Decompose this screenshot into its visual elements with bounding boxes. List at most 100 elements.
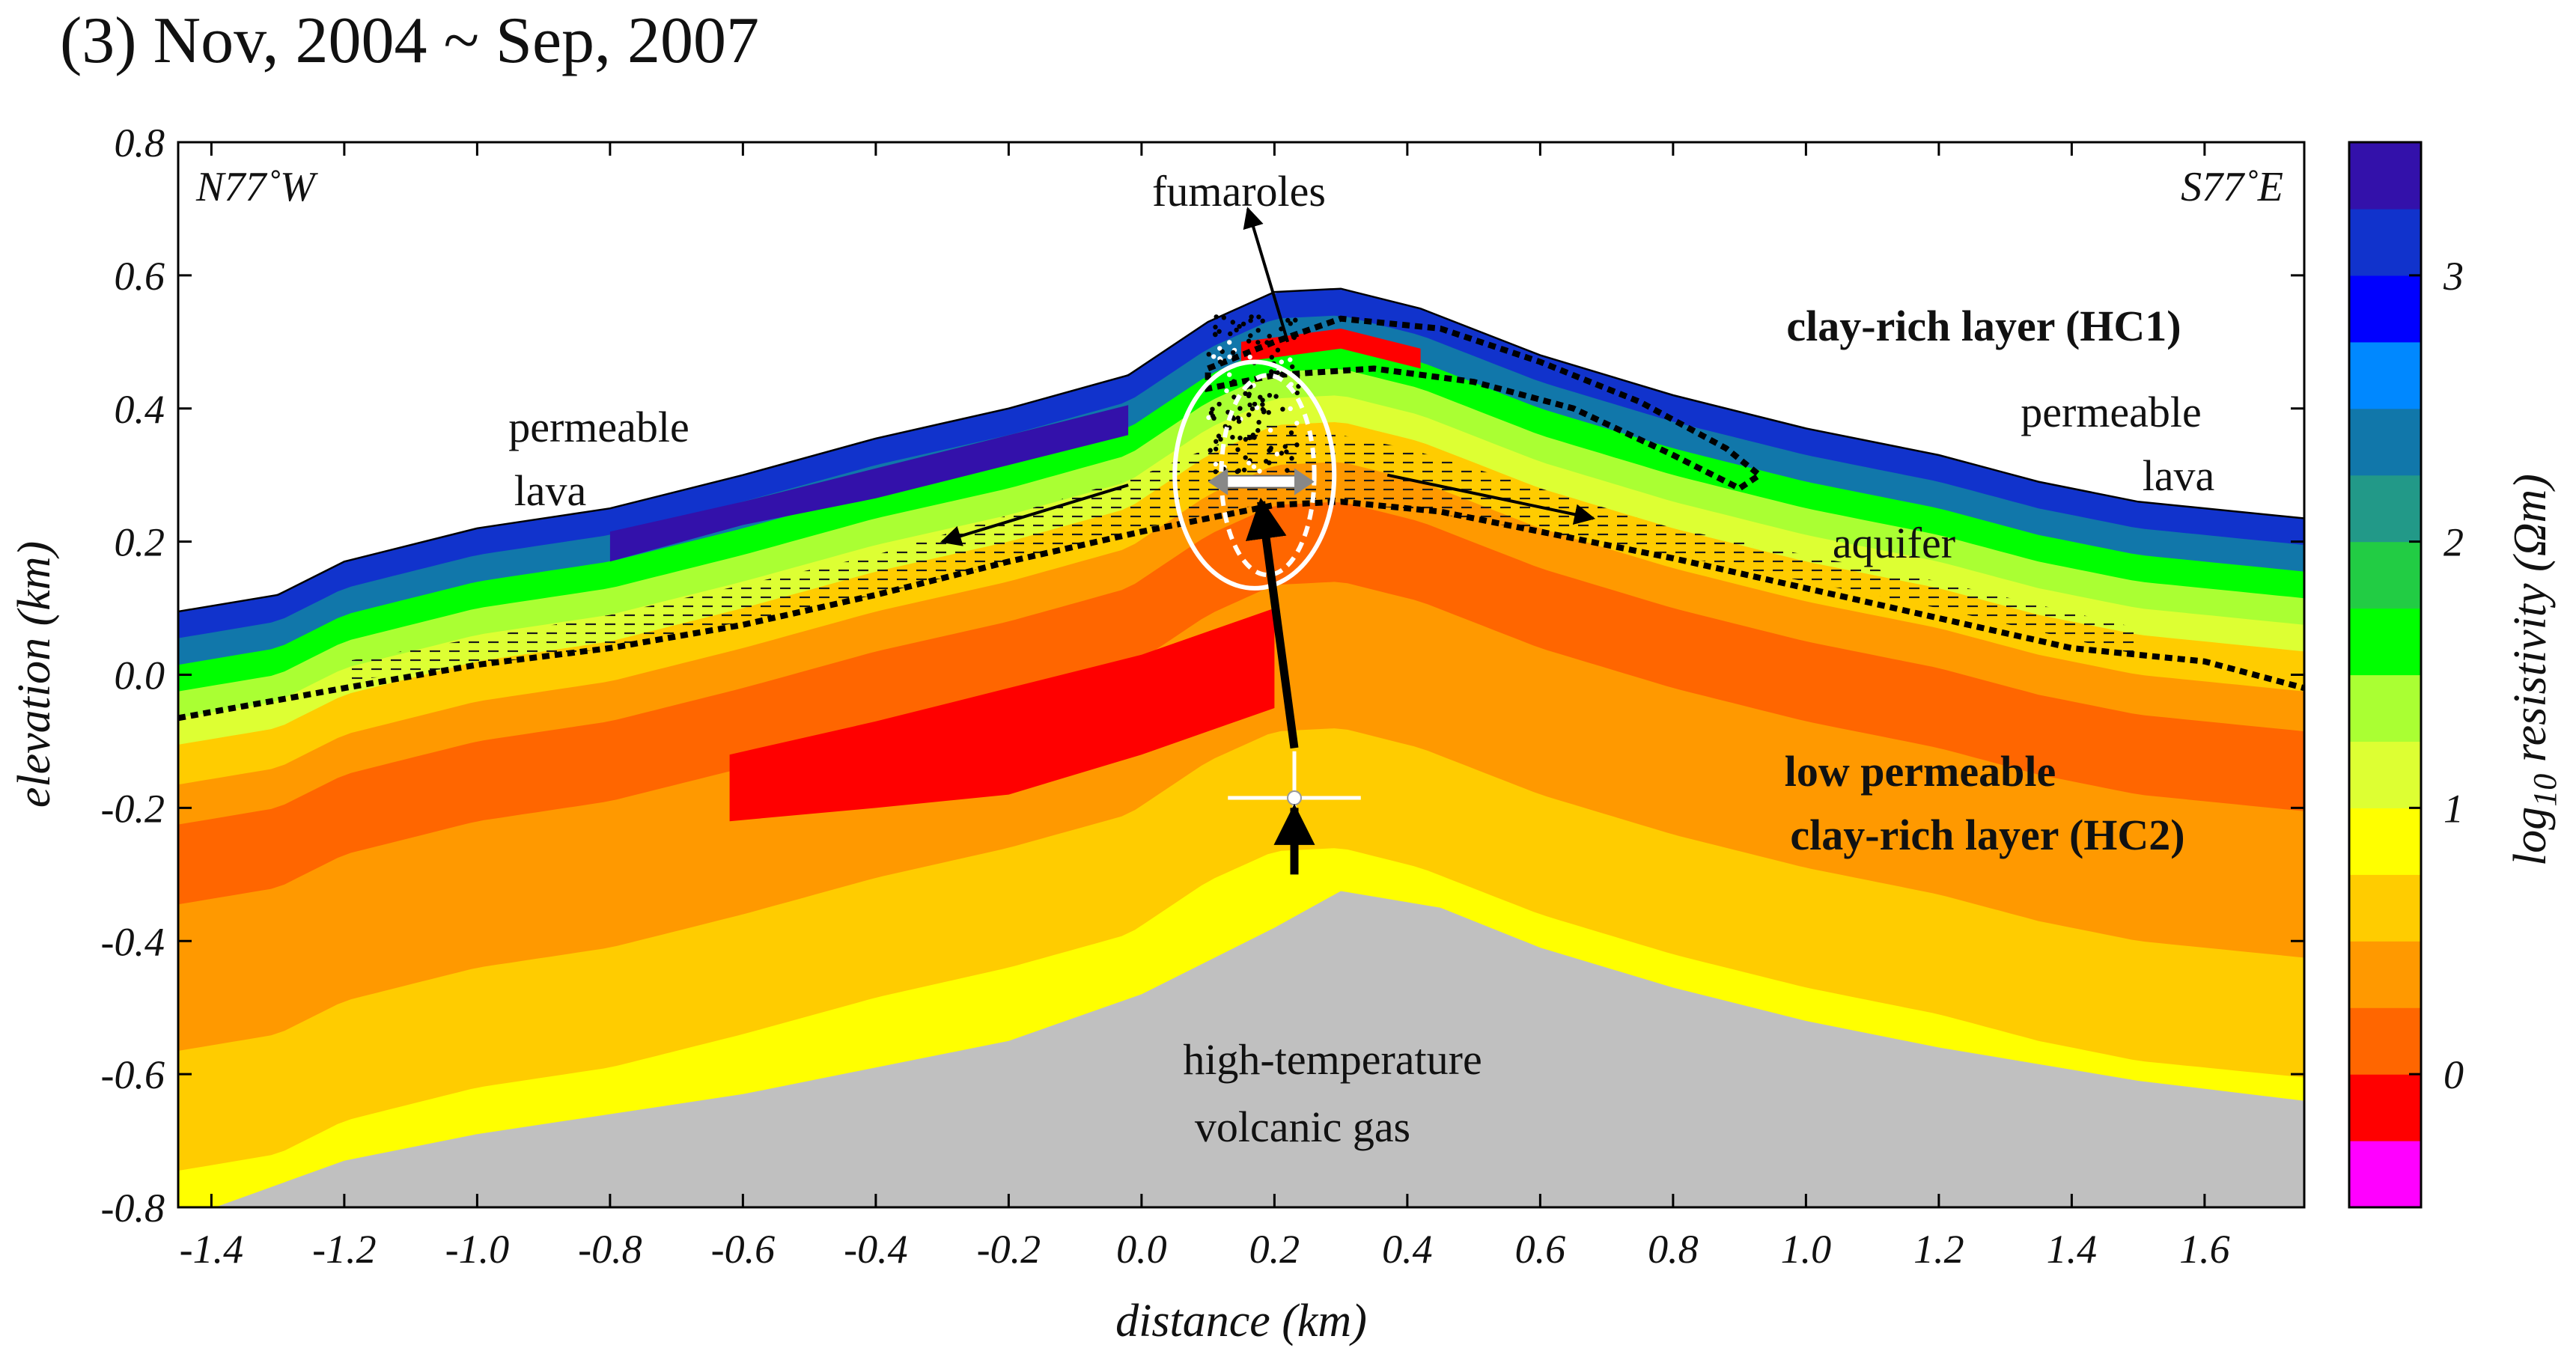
hypocenter-point: [1246, 460, 1252, 466]
colorbar-tick-label: 0: [2443, 1052, 2464, 1097]
annotation-gas-line1: high-temperature: [1183, 1035, 1482, 1084]
hypocenter-point: [1290, 364, 1295, 370]
colorbar-swatch: [2349, 874, 2421, 942]
source-ellipse-dashed: [1219, 373, 1317, 578]
x-tick-label: 0.8: [1648, 1227, 1699, 1272]
hypocenter-point: [1288, 321, 1294, 326]
annotation-permeable-right: permeable: [2021, 388, 2202, 436]
hypocenter-point: [1213, 332, 1218, 337]
hypocenter-point: [1234, 327, 1239, 333]
hypocenter-point: [1296, 384, 1301, 389]
hypocenter-point: [1255, 328, 1261, 333]
hypocenter-point: [1250, 433, 1256, 438]
resistivity-section: [178, 287, 2304, 1207]
colorbar-swatch: [2349, 741, 2421, 808]
hypocenter-point: [1237, 436, 1243, 441]
x-tick-label: 1.4: [2047, 1227, 2098, 1272]
colorbar-swatch: [2349, 475, 2421, 543]
hypocenter-point: [1260, 402, 1265, 407]
annotations-overlay: [177, 207, 2306, 875]
hypocenter-point: [1247, 354, 1252, 360]
colorbar-swatch: [2349, 142, 2421, 210]
source-ellipse-solid: [1172, 359, 1337, 591]
hypocenter-point: [1279, 359, 1285, 365]
hypocenter-point: [1255, 405, 1260, 410]
hypocenter-point: [1294, 442, 1300, 448]
colorbar-swatch: [2349, 608, 2421, 676]
hypocenter-point: [1217, 346, 1222, 351]
expansion-arrow-left: [1208, 468, 1228, 495]
hypocenter-point: [1264, 340, 1270, 345]
hypocenter-point: [1256, 314, 1261, 320]
hypocenter-point: [1266, 409, 1271, 415]
x-tick-label: -0.6: [711, 1227, 775, 1272]
boundary-aquifer-base: [177, 498, 2306, 722]
hypocenter-point: [1213, 469, 1219, 475]
colorbar-swatch: [2349, 674, 2421, 742]
hypocenter-point: [1285, 468, 1290, 473]
hypocenter-point: [1221, 315, 1227, 320]
hypocenter-point: [1294, 390, 1300, 396]
boundary-hc1-outline: [1205, 315, 1764, 492]
hypocenter-point: [1282, 444, 1288, 449]
hypocenter-point: [1255, 427, 1261, 433]
y-tick-label: 0.0: [115, 653, 165, 698]
annotation-permeable-left: permeable: [508, 403, 689, 451]
hypocenter-point: [1228, 331, 1233, 337]
hypocenter-point: [1288, 357, 1293, 362]
hypocenter-point: [1237, 406, 1243, 411]
source-point: [1287, 790, 1302, 806]
hypocenter-point: [1293, 317, 1298, 323]
hypocenter-point: [1231, 350, 1236, 356]
hypocenter-point: [1247, 402, 1252, 408]
hypocenter-point: [1241, 467, 1247, 473]
expansion-bar: [1220, 475, 1299, 489]
y-tick-label: 0.4: [115, 387, 165, 432]
colorbar-tick-label: 2: [2443, 520, 2464, 565]
arrow-gas-up-upper: [1245, 497, 1299, 749]
basement-region: [215, 891, 2304, 1207]
expansion-arrow-right: [1294, 468, 1315, 495]
hypocenter-point: [1213, 461, 1219, 467]
arrow-to-fumaroles: [1243, 207, 1290, 343]
direction-left-label: N77˚W: [195, 164, 318, 210]
hypocenter-point: [1217, 359, 1223, 365]
hypocenter-point: [1246, 412, 1252, 418]
hypocenter-point: [1248, 333, 1253, 338]
hypocenter-point: [1231, 416, 1237, 421]
colorbar-frame: [2348, 141, 2423, 1209]
annotation-lava-right: lava: [2143, 451, 2215, 500]
hypocenter-point: [1267, 393, 1273, 398]
x-tick-label: 0.4: [1382, 1227, 1433, 1272]
hypocenter-point: [1214, 439, 1219, 444]
y-axis: -0.8 -0.6 -0.4 -0.2 0.0 0.2 0.4 0.6 0.8: [101, 121, 2304, 1230]
hypocenter-point: [1227, 340, 1232, 345]
annotation-hc2-line1: low permeable: [1785, 747, 2056, 796]
hypocenter-point: [1280, 406, 1285, 412]
hypocenter-point: [1252, 401, 1258, 407]
arrow-flow-west: [940, 484, 1129, 546]
hypocenter-point: [1237, 323, 1242, 329]
colorbar-swatch: [2349, 408, 2421, 476]
x-tick-label: 1.2: [1913, 1227, 1964, 1272]
hypocenter-point: [1206, 352, 1211, 357]
colorbar: 0 1 2 3: [2348, 141, 2464, 1209]
hypocenter-point: [1274, 451, 1280, 457]
hypocenter-point: [1235, 447, 1240, 452]
x-tick-label: 1.6: [2179, 1227, 2230, 1272]
colorbar-title: log10 resistivity (Ωm): [2505, 474, 2563, 866]
annotation-clay-hc1: clay-rich layer (HC1): [1786, 302, 2181, 350]
topography-line: [178, 287, 2304, 613]
arrow-flow-east: [1386, 473, 1596, 525]
hypocenter-point: [1251, 464, 1257, 469]
x-axis: -1.4 -1.2 -1.0 -0.8 -0.6 -0.4 -0.2 0.0 0.2 0.4 0.6…: [180, 142, 2230, 1272]
colorbar-swatch: [2349, 1141, 2421, 1208]
hypocenter-point: [1249, 406, 1255, 412]
x-tick-label: -0.2: [977, 1227, 1041, 1272]
hypocenter-point: [1285, 317, 1291, 323]
hypocenter-point: [1273, 394, 1279, 399]
hypocenter-point: [1224, 388, 1229, 394]
hypocenter-point: [1208, 410, 1214, 415]
y-tick-label: -0.8: [101, 1186, 165, 1230]
hypocenter-point: [1213, 324, 1218, 330]
